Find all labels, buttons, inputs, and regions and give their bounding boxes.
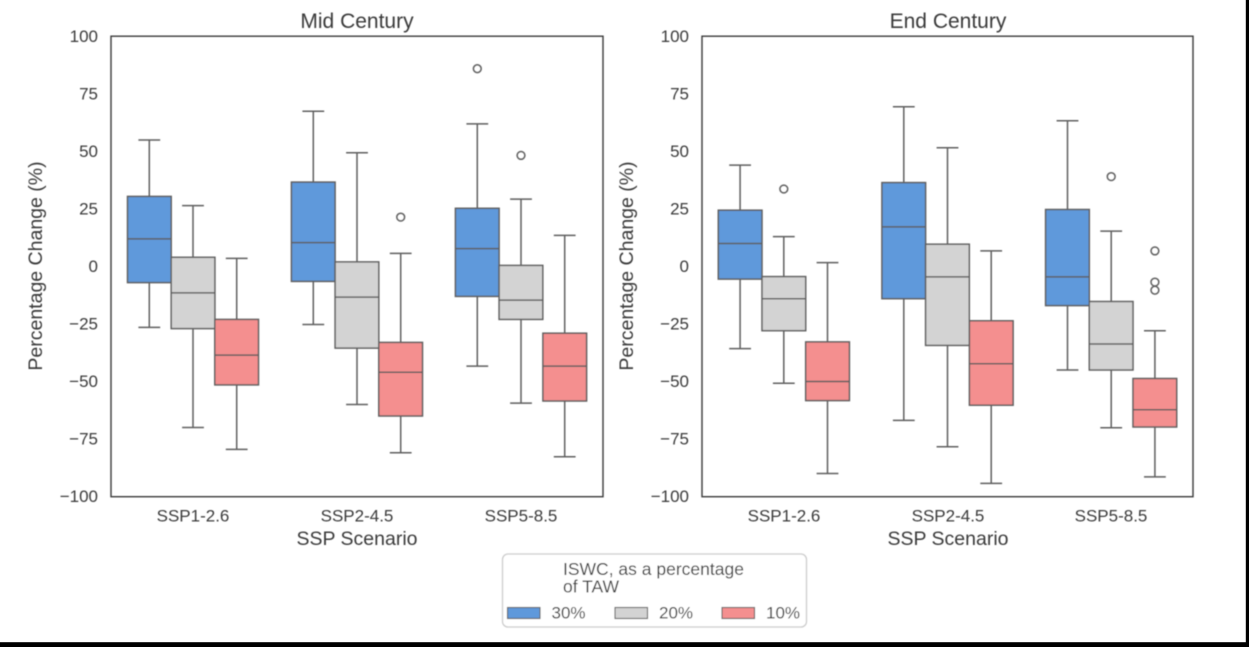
svg-text:100: 100 xyxy=(70,27,98,46)
svg-text:−25: −25 xyxy=(660,315,689,334)
svg-text:SSP2-4.5: SSP2-4.5 xyxy=(912,507,985,526)
svg-text:0: 0 xyxy=(680,257,689,276)
svg-text:ISWC, as a percentage: ISWC, as a percentage xyxy=(563,559,744,579)
svg-text:−50: −50 xyxy=(69,372,98,391)
svg-text:SSP Scenario: SSP Scenario xyxy=(296,528,417,550)
svg-text:SSP5-8.5: SSP5-8.5 xyxy=(1075,507,1148,526)
svg-text:SSP Scenario: SSP Scenario xyxy=(887,528,1008,550)
svg-text:−75: −75 xyxy=(660,430,689,449)
svg-text:Mid Century: Mid Century xyxy=(300,10,414,33)
svg-text:30%: 30% xyxy=(552,604,586,623)
svg-text:−50: −50 xyxy=(660,372,689,391)
svg-text:25: 25 xyxy=(670,200,689,219)
svg-text:75: 75 xyxy=(670,85,689,104)
svg-text:SSP1-2.6: SSP1-2.6 xyxy=(748,507,821,526)
svg-text:50: 50 xyxy=(670,142,689,161)
svg-text:25: 25 xyxy=(79,200,98,219)
svg-text:End Century: End Century xyxy=(890,10,1007,33)
svg-text:−100: −100 xyxy=(60,487,98,506)
svg-text:20%: 20% xyxy=(659,604,693,623)
svg-text:−100: −100 xyxy=(651,487,689,506)
svg-text:of TAW: of TAW xyxy=(563,577,620,597)
svg-text:10%: 10% xyxy=(766,604,800,623)
svg-text:Percentage Change (%): Percentage Change (%) xyxy=(25,161,47,370)
svg-text:−75: −75 xyxy=(69,430,98,449)
svg-text:100: 100 xyxy=(661,27,689,46)
svg-text:−25: −25 xyxy=(69,315,98,334)
svg-text:SSP1-2.6: SSP1-2.6 xyxy=(157,507,230,526)
svg-text:Percentage Change (%): Percentage Change (%) xyxy=(616,161,638,370)
svg-text:SSP2-4.5: SSP2-4.5 xyxy=(321,507,394,526)
svg-text:SSP5-8.5: SSP5-8.5 xyxy=(485,507,558,526)
svg-text:50: 50 xyxy=(79,142,98,161)
svg-text:75: 75 xyxy=(79,85,98,104)
svg-text:0: 0 xyxy=(89,257,98,276)
